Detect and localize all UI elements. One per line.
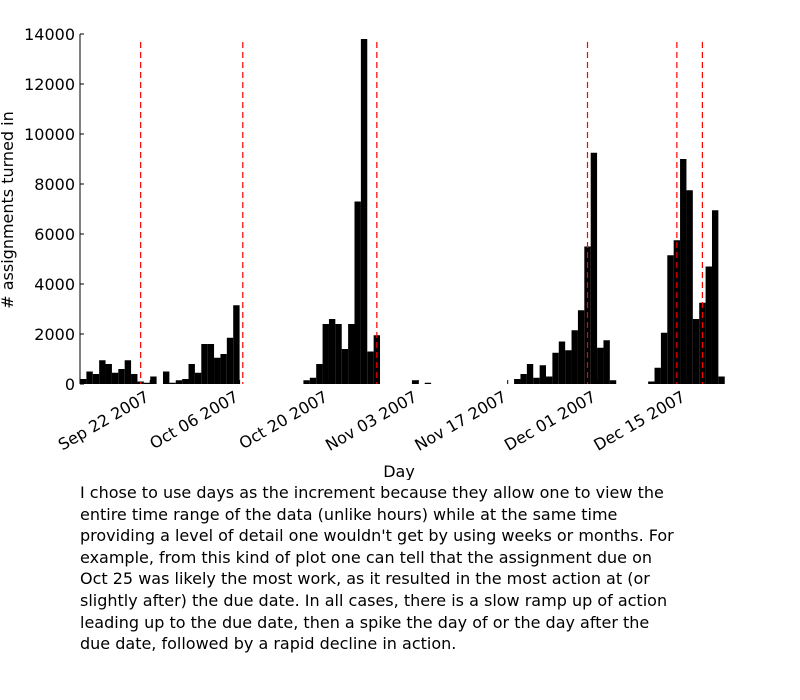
x-tick-label: Nov 03 2007: [322, 387, 420, 455]
bar: [86, 371, 93, 384]
bar: [124, 360, 132, 384]
bar: [118, 369, 125, 384]
bar: [514, 379, 521, 384]
bar: [533, 377, 540, 384]
bar: [80, 379, 87, 384]
caption-text: I chose to use days as the increment bec…: [80, 483, 674, 654]
bar: [354, 201, 361, 384]
bar: [603, 340, 610, 384]
bar: [162, 371, 170, 384]
y-tick-label: 14000: [24, 25, 75, 44]
x-tick-label: Oct 20 2007: [236, 387, 331, 453]
bar: [546, 376, 553, 384]
bar: [303, 380, 310, 384]
bar: [220, 354, 227, 384]
bar: [328, 319, 336, 384]
bar: [654, 367, 661, 384]
bar: [660, 332, 668, 384]
y-tick-label: 4000: [34, 275, 75, 294]
bars-layer: [80, 39, 725, 384]
bar: [718, 376, 725, 384]
bar: [131, 374, 138, 384]
bar: [214, 357, 221, 384]
bar: [150, 376, 157, 384]
assignments-bar-chart: 0 2000 4000 6000 8000 10000 12000 14000 Sep 22 2…: [0, 25, 725, 480]
bar: [207, 344, 215, 384]
x-tick-label: Oct 06 2007: [146, 387, 241, 453]
bar: [590, 152, 598, 384]
bar: [226, 337, 234, 384]
due-date-lines-layer: [140, 42, 704, 384]
bar: [348, 324, 355, 384]
bar: [648, 381, 655, 384]
bar: [367, 351, 374, 384]
bar: [233, 305, 240, 384]
bar: [711, 210, 719, 384]
bar: [597, 347, 604, 384]
bar: [571, 330, 578, 384]
bar: [373, 335, 381, 384]
y-tick-label: 10000: [24, 125, 75, 144]
y-axis-label: # assignments turned in: [0, 111, 17, 309]
y-tick-label: 12000: [24, 75, 75, 94]
bar: [105, 364, 112, 384]
bar: [143, 382, 151, 384]
bar: [520, 374, 527, 384]
bar: [335, 324, 342, 384]
bar: [316, 364, 323, 384]
bar: [577, 310, 585, 384]
bar: [705, 266, 712, 384]
x-tick-label: Nov 17 2007: [411, 387, 509, 455]
bar: [194, 372, 202, 384]
bar: [182, 379, 189, 384]
bar: [609, 380, 617, 384]
bar: [526, 364, 534, 384]
bar: [686, 190, 693, 384]
bar: [411, 380, 419, 384]
y-tick-label: 0: [65, 375, 75, 394]
bar: [552, 352, 559, 384]
bar: [680, 159, 687, 384]
bar: [322, 324, 329, 384]
bar: [565, 350, 572, 384]
bar: [692, 319, 700, 384]
bar: [341, 349, 349, 384]
bar: [667, 255, 674, 384]
y-tick-label: 2000: [34, 325, 75, 344]
bar: [169, 382, 176, 384]
bar: [188, 364, 195, 384]
bar: [558, 341, 566, 384]
bar: [539, 365, 547, 384]
bar: [99, 360, 106, 384]
bar: [309, 377, 317, 384]
bar: [424, 382, 432, 384]
bar: [175, 380, 183, 384]
bar: [201, 344, 208, 384]
bar: [92, 374, 100, 384]
bar: [360, 39, 368, 384]
x-tick-label: Dec 15 2007: [590, 387, 688, 455]
y-tick-label: 8000: [34, 175, 75, 194]
bar: [111, 372, 119, 384]
x-tick-label: Dec 01 2007: [501, 387, 599, 455]
x-tick-label: Sep 22 2007: [55, 387, 152, 454]
x-axis-label: Day: [383, 462, 415, 480]
y-tick-label: 6000: [34, 225, 75, 244]
